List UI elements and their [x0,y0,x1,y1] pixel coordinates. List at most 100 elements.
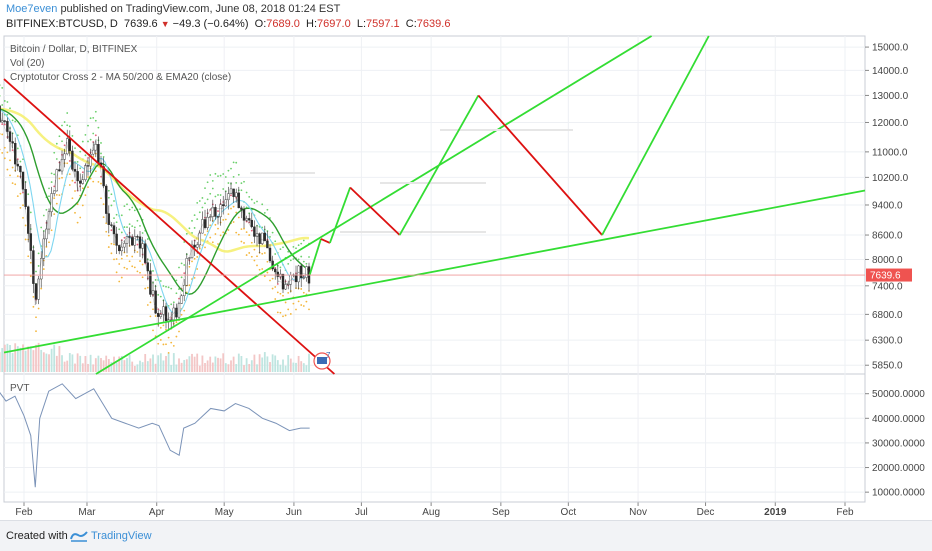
indicator-dot [175,321,178,324]
author-link[interactable]: Moe7even [6,3,58,15]
indicator-dot [191,260,193,263]
indicator-dot [295,308,297,311]
time-tick-label: Jun [286,507,302,518]
chart-area[interactable]: 15000.0 14000.0 13000.0 12000.0 11000.0 10200… [0,0,932,520]
indicator-dot [1,152,4,154]
volume-bar [248,364,251,372]
tradingview-logo-icon[interactable] [70,529,88,543]
indicator-dot [193,257,196,260]
indicator-dot [243,227,245,230]
indicator-dot [68,125,71,128]
volume-bar [71,354,74,372]
indicator-dot [172,301,175,304]
indicator-dot [154,315,157,317]
candle-body [253,226,256,237]
volume-bar [27,346,30,372]
indicator-dot [14,183,17,186]
indicator-dot [204,233,206,236]
pvt-pane[interactable] [3,373,866,503]
indicator-dot [256,264,258,267]
indicator-dot [50,229,53,232]
volume-bar [193,356,196,372]
indicator-dot [217,243,219,245]
indicator-dot [235,231,238,234]
indicator-dot [206,198,209,201]
volume-bar [84,356,87,372]
indicator-dot [201,197,204,199]
indicator-dot [0,133,1,135]
indicator-dot [115,271,118,274]
indicator-dot [40,287,43,290]
volume-bar [302,363,305,372]
price-point [106,211,108,213]
indicator-dot [227,213,230,216]
candle-body [216,216,220,218]
time-axis[interactable]: Feb Mar Apr May Jun Jul Aug Sep Oct Nov Dec 2019 Feb [4,501,865,518]
candle-body [245,218,248,221]
indicator-dot [14,120,17,123]
volume-bar [198,365,201,372]
indicator-dot [61,176,63,179]
indicator-dot [11,182,14,185]
trend-lines[interactable] [3,35,866,375]
price-line [0,115,310,320]
indicator-dot [253,248,256,251]
volume-bar [157,355,160,372]
indicator-dot [243,180,245,183]
volume-bar [269,362,271,372]
indicator-dot [162,324,165,327]
low-label: L: [356,18,367,30]
indicator-dot [42,214,45,217]
ma50-line [0,108,310,295]
indicator-dot [152,308,154,311]
indicator-dot [263,211,266,214]
candle-body [110,224,113,226]
indicator-dot [55,158,58,160]
symbol-ohlc: BITFINEX:BTCUSD, D 7639.6 ▼ −49.3 (−0.64… [6,18,450,30]
pvt-axis[interactable]: 50000.0000 40000.0000 30000.0000 20000.0000… [865,389,925,499]
indicator-dot [248,252,251,254]
volume-bar [19,347,22,372]
indicator-dot [29,211,32,214]
indicator-dot [105,230,108,233]
volume-bar [175,364,178,372]
indicator-dot [126,226,128,228]
indicator-dot [48,187,50,190]
indicator-dot [84,133,87,136]
price-point [66,142,68,144]
indicator-dot [115,213,118,216]
indicator-dot [11,119,14,122]
volume-bar [266,356,269,372]
indicator-dot [126,267,128,270]
indicator-dot [66,124,69,127]
indicator-dot [180,262,183,265]
price-axis[interactable]: 15000.0 14000.0 13000.0 12000.0 11000.0 10200… [865,43,909,372]
indicator-dot [22,158,24,161]
volume-bar [1,348,4,372]
volume-bar [172,353,175,372]
flag-icon-body [317,357,327,364]
indicator-dot [79,216,82,219]
volume-bar [224,363,227,372]
volume-bar [237,353,240,372]
volume-bar [217,357,219,372]
indicator-dot [300,242,303,245]
indicator-dot [170,341,173,344]
indicator-dot [232,175,235,178]
candle-body [86,165,90,167]
indicator-dot [248,195,251,198]
indicator-dot [40,226,43,229]
indicator-dot [209,208,212,211]
price-tick-label: 13000.0 [872,91,909,102]
symbol[interactable]: BITFINEX:BTCUSD, D [6,18,118,30]
projection-path[interactable] [308,35,710,276]
indicator-dot [66,112,69,114]
candle-body [118,245,121,252]
tradingview-link[interactable]: TradingView [91,530,152,542]
indicator-dot [113,243,115,246]
indicator-dot [0,148,1,151]
events-badge[interactable]: 7 [313,351,331,370]
volume-bar [253,354,256,372]
indicator-dot [162,343,165,346]
indicator-dot [6,151,9,154]
